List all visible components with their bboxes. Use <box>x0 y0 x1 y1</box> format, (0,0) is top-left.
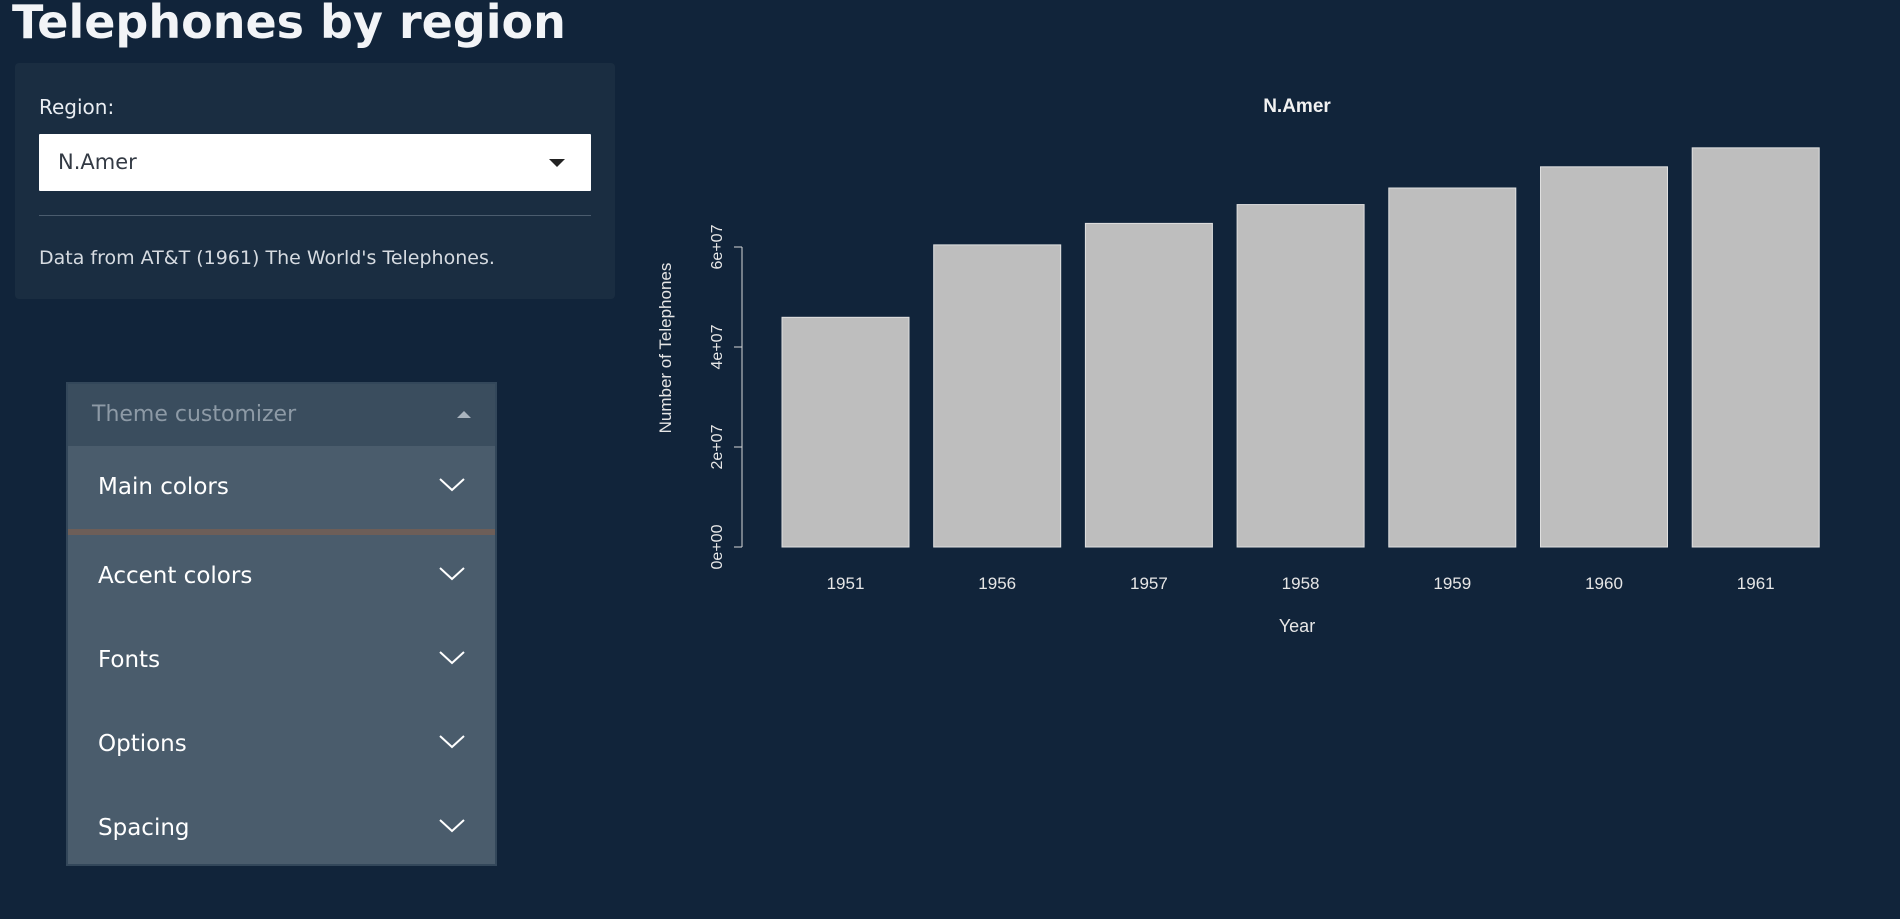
chart-svg: N.Amer Year Number of Telephones 1951 195… <box>656 96 1820 636</box>
bar-1958 <box>1236 204 1365 548</box>
x-ticks-group: 1951 1956 1957 1958 1959 1960 1961 <box>827 574 1775 593</box>
bar-1960 <box>1540 166 1668 548</box>
theme-customizer-title: Theme customizer <box>92 402 297 427</box>
accordion-fonts[interactable]: Fonts <box>68 619 495 703</box>
caret-down-icon <box>549 159 565 167</box>
chevron-down-icon <box>439 478 465 492</box>
accordion-label: Accent colors <box>98 563 253 589</box>
bar-1959 <box>1388 187 1517 548</box>
chevron-down-icon <box>439 735 465 749</box>
region-select[interactable]: N.Amer <box>39 134 591 191</box>
y-tick-label: 2e+07 <box>709 424 726 469</box>
x-tick-label: 1959 <box>1433 574 1471 593</box>
y-axis-label: Number of Telephones <box>656 263 675 434</box>
accordion-label: Spacing <box>98 815 190 841</box>
chevron-down-icon <box>439 819 465 833</box>
chevron-down-icon <box>439 567 465 581</box>
x-tick-label: 1960 <box>1585 574 1623 593</box>
y-tick-label: 0e+00 <box>709 524 726 569</box>
y-tick-label: 4e+07 <box>709 324 726 369</box>
region-label: Region: <box>39 95 115 119</box>
x-axis-label: Year <box>1279 616 1315 636</box>
accordion-accent-colors[interactable]: Accent colors <box>68 535 495 619</box>
accordion-separator <box>68 529 495 535</box>
chevron-down-icon <box>439 651 465 665</box>
x-tick-label: 1958 <box>1282 574 1320 593</box>
sidebar-panel: Region: N.Amer Data from AT&T (1961) The… <box>15 63 615 299</box>
x-tick-label: 1957 <box>1130 574 1168 593</box>
data-source-text: Data from AT&T (1961) The World's Teleph… <box>39 247 495 269</box>
chart-title: N.Amer <box>1263 96 1331 117</box>
caret-up-icon[interactable] <box>457 411 471 418</box>
theme-customizer: Theme customizer Main colors Accent colo… <box>66 382 497 866</box>
accordion-label: Main colors <box>98 474 229 500</box>
accordion-spacing[interactable]: Spacing <box>68 787 495 871</box>
divider <box>39 215 591 216</box>
x-tick-label: 1956 <box>978 574 1016 593</box>
region-select-value: N.Amer <box>58 150 137 174</box>
x-tick-label: 1951 <box>827 574 865 593</box>
y-tick-label: 6e+07 <box>709 224 726 269</box>
accordion-label: Fonts <box>98 647 161 673</box>
bar-1961 <box>1691 147 1820 548</box>
accordion-main-colors[interactable]: Main colors <box>68 446 495 530</box>
accordion-options[interactable]: Options <box>68 703 495 787</box>
bar-1957 <box>1084 222 1213 548</box>
bar-1956 <box>933 244 1062 548</box>
y-axis-group: 0e+00 2e+07 4e+07 6e+07 <box>709 224 743 569</box>
telephones-bar-chart: N.Amer Year Number of Telephones 1951 195… <box>650 80 1880 660</box>
bars-group <box>781 147 1820 548</box>
bar-1951 <box>781 316 910 548</box>
page-title: Telephones by region <box>12 0 566 49</box>
accordion-label: Options <box>98 731 187 757</box>
x-tick-label: 1961 <box>1737 574 1775 593</box>
theme-customizer-header[interactable]: Theme customizer <box>68 384 495 446</box>
